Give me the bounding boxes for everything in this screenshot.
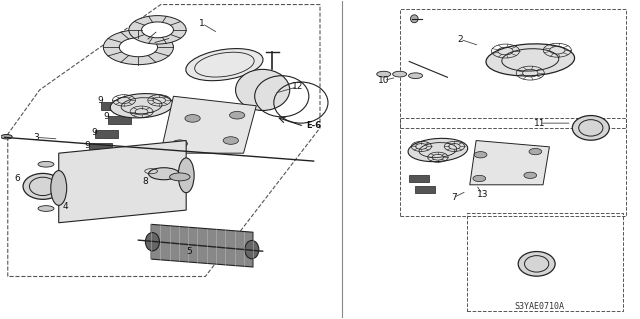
Text: S3YAE0710A: S3YAE0710A [515, 302, 565, 311]
Bar [408, 175, 429, 182]
Ellipse shape [572, 115, 609, 140]
Circle shape [185, 115, 200, 122]
Ellipse shape [518, 251, 555, 276]
Ellipse shape [1, 135, 12, 139]
Text: 10: 10 [378, 76, 390, 85]
Bar [399, 118, 626, 216]
Ellipse shape [178, 158, 194, 193]
Ellipse shape [393, 71, 406, 77]
Ellipse shape [38, 206, 54, 211]
Bar [108, 116, 131, 124]
Text: 12: 12 [292, 82, 303, 91]
Text: 5: 5 [186, 247, 192, 256]
Polygon shape [161, 96, 256, 153]
Circle shape [129, 16, 186, 44]
Ellipse shape [38, 161, 54, 167]
Circle shape [119, 38, 157, 57]
Ellipse shape [23, 174, 63, 199]
Bar [399, 9, 626, 128]
Text: 9: 9 [97, 97, 103, 106]
Text: 3: 3 [33, 133, 39, 142]
Ellipse shape [145, 233, 159, 251]
Circle shape [223, 137, 239, 144]
Circle shape [474, 152, 487, 158]
Ellipse shape [148, 168, 179, 180]
Text: E-6: E-6 [306, 121, 321, 130]
Bar [101, 102, 124, 110]
Bar [89, 143, 111, 151]
Ellipse shape [486, 44, 575, 76]
Ellipse shape [408, 73, 422, 78]
Text: 2: 2 [458, 35, 463, 44]
Circle shape [524, 172, 537, 178]
Ellipse shape [408, 138, 468, 162]
Ellipse shape [186, 48, 263, 81]
Ellipse shape [377, 71, 391, 77]
Text: 7: 7 [451, 193, 457, 202]
Ellipse shape [51, 171, 67, 205]
Ellipse shape [170, 173, 190, 181]
Circle shape [103, 30, 173, 65]
Text: 11: 11 [534, 119, 545, 128]
Circle shape [529, 148, 541, 155]
Text: 9: 9 [104, 112, 109, 121]
Text: 9: 9 [91, 128, 97, 137]
Bar [415, 186, 435, 193]
Ellipse shape [110, 93, 173, 118]
Text: 1: 1 [199, 19, 205, 28]
Circle shape [230, 111, 245, 119]
Ellipse shape [236, 69, 290, 110]
Circle shape [473, 175, 486, 182]
Text: 6: 6 [15, 174, 20, 183]
Polygon shape [151, 224, 253, 267]
Bar [467, 213, 623, 311]
Text: 4: 4 [62, 203, 68, 211]
Text: 13: 13 [477, 190, 488, 199]
Bar [95, 130, 118, 138]
Circle shape [172, 140, 188, 147]
Circle shape [141, 22, 173, 38]
Polygon shape [470, 141, 549, 185]
Text: 9: 9 [84, 141, 90, 150]
Ellipse shape [410, 15, 418, 23]
Ellipse shape [245, 241, 259, 259]
Text: 8: 8 [142, 177, 148, 186]
Polygon shape [59, 141, 186, 223]
